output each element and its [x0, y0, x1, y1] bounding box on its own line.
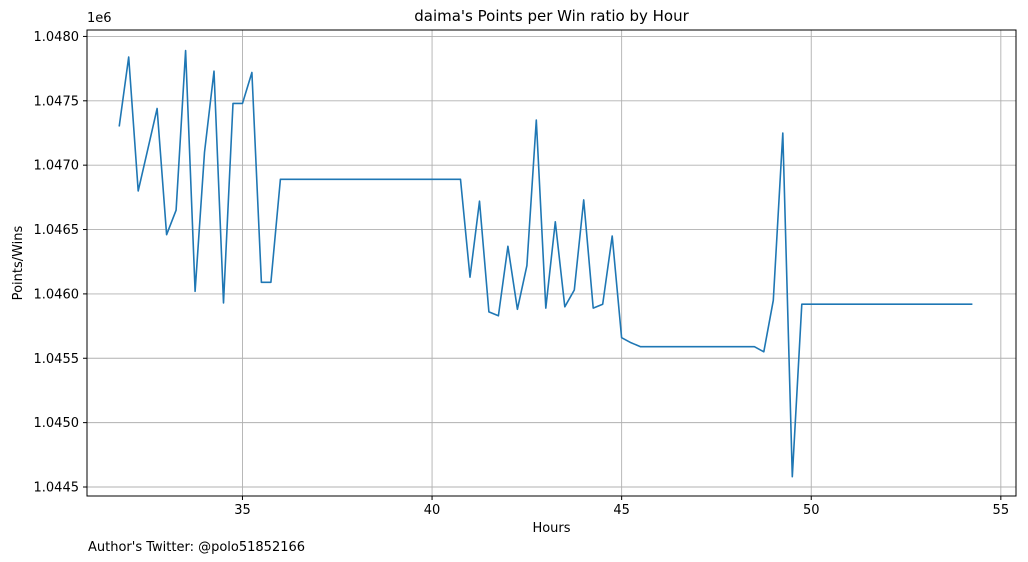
- grid-lines: [87, 30, 1016, 496]
- y-tick-label: 1.0480: [34, 30, 80, 45]
- x-tick-label: 55: [993, 503, 1010, 518]
- series-line: [118, 49, 973, 478]
- axis-tick-labels: 35 40 45 50 55 1.0445 1.0450 1.0455 1.0460 1.0465…: [34, 30, 1010, 518]
- chart-title: daima's Points per Win ratio by Hour: [414, 7, 689, 25]
- x-axis-label: Hours: [532, 521, 570, 536]
- y-tick-label: 1.0460: [34, 287, 80, 302]
- y-tick-label: 1.0465: [34, 223, 80, 238]
- y-axis-offset-label: 1e6: [87, 11, 112, 26]
- plot-area-frame: [86, 29, 1017, 497]
- series-layer: [118, 49, 973, 478]
- y-tick-label: 1.0470: [34, 159, 80, 174]
- author-twitter-text: Author's Twitter: @polo51852166: [88, 540, 305, 555]
- x-tick-label: 45: [613, 503, 630, 518]
- y-tick-label: 1.0455: [34, 352, 80, 367]
- x-tick-label: 35: [234, 503, 251, 518]
- y-axis-label: Points/Wins: [11, 225, 26, 300]
- y-tick-label: 1.0475: [34, 94, 80, 109]
- y-tick-label: 1.0450: [34, 416, 80, 431]
- axis-ticks: [83, 35, 1002, 500]
- x-tick-label: 40: [424, 503, 441, 518]
- x-tick-label: 50: [803, 503, 820, 518]
- y-tick-label: 1.0445: [34, 480, 80, 495]
